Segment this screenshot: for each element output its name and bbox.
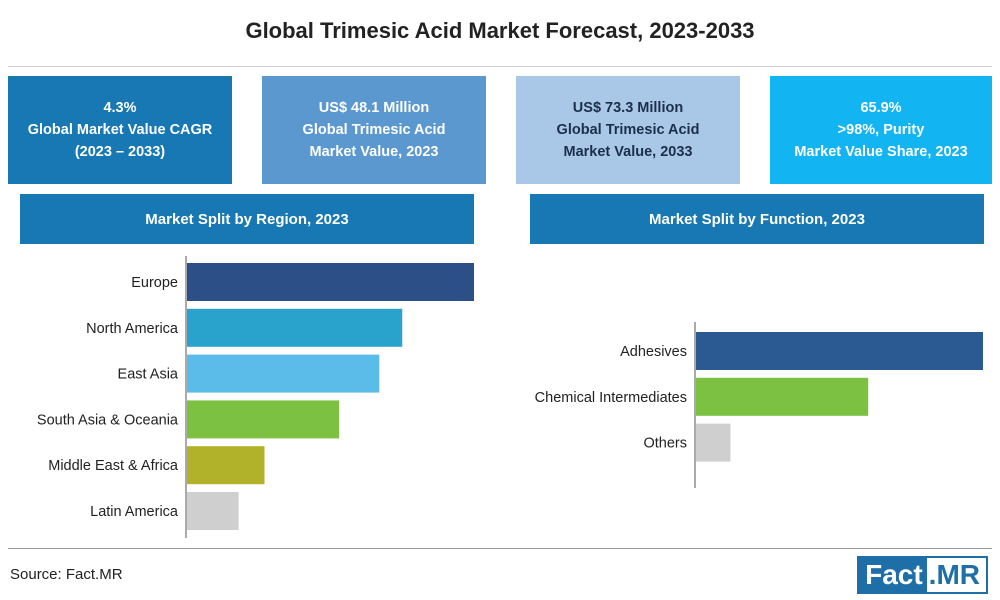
function-category-label-2: Others [643, 436, 687, 452]
region-category-label-5: Latin America [90, 504, 179, 520]
region-bar-0 [187, 263, 474, 301]
region-bar-3 [187, 400, 340, 439]
kpi-market-value-2033: US$ 73.3 Million Global Trimesic Acid Ma… [516, 76, 740, 184]
kpi-2023-value: US$ 48.1 Million [318, 100, 430, 116]
kpi-purity-value: 65.9% [860, 100, 902, 116]
kpi-2023-label: Global Trimesic Acid [302, 122, 446, 138]
function-category-label-1: Chemical Intermediates [535, 390, 687, 406]
function-bar-2 [696, 423, 731, 462]
kpi-purity-label: >98%, Purity [837, 122, 925, 138]
kpi-2033-value: US$ 73.3 Million [572, 100, 684, 116]
region-section-header: Market Split by Region, 2023 [20, 194, 474, 244]
kpi-cagr-value: 4.3% [103, 100, 137, 116]
region-category-label-2: East Asia [118, 367, 179, 383]
region-category-label-4: Middle East & Africa [48, 458, 179, 474]
region-bar-2 [187, 354, 380, 393]
kpi-2033-caption: Market Value, 2033 [563, 144, 693, 160]
footer-divider [8, 548, 992, 549]
region-category-label-3: South Asia & Oceania [37, 412, 179, 428]
region-category-label-1: North America [86, 321, 179, 337]
region-bar-4 [187, 446, 265, 485]
function-category-label-0: Adhesives [620, 344, 687, 360]
kpi-purity-share: 65.9% >98%, Purity Market Value Share, 2… [770, 76, 992, 184]
source-note: Source: Fact.MR [10, 566, 123, 583]
function-bar-1 [696, 377, 869, 416]
kpi-cagr-label: Global Market Value CAGR [27, 122, 213, 138]
kpi-cagr-period: (2023 – 2033) [74, 144, 166, 160]
region-bar-1 [187, 308, 403, 347]
kpi-cagr: 4.3% Global Market Value CAGR (2023 – 20… [8, 76, 232, 184]
title-divider [8, 66, 992, 67]
kpi-purity-caption: Market Value Share, 2023 [794, 144, 968, 160]
function-section-header: Market Split by Function, 2023 [530, 194, 984, 244]
factmr-logo: Fact .MR [857, 556, 988, 594]
region-category-label-0: Europe [131, 275, 178, 291]
region-bar-5 [187, 492, 239, 530]
kpi-2033-label: Global Trimesic Acid [556, 122, 700, 138]
logo-fact: Fact [857, 556, 927, 594]
kpi-market-value-2023: US$ 48.1 Million Global Trimesic Acid Ma… [262, 76, 486, 184]
logo-mr: .MR [926, 556, 988, 594]
function-bar-0 [696, 332, 983, 370]
kpi-2023-caption: Market Value, 2023 [309, 144, 439, 160]
chart-title: Global Trimesic Acid Market Forecast, 20… [245, 18, 755, 43]
